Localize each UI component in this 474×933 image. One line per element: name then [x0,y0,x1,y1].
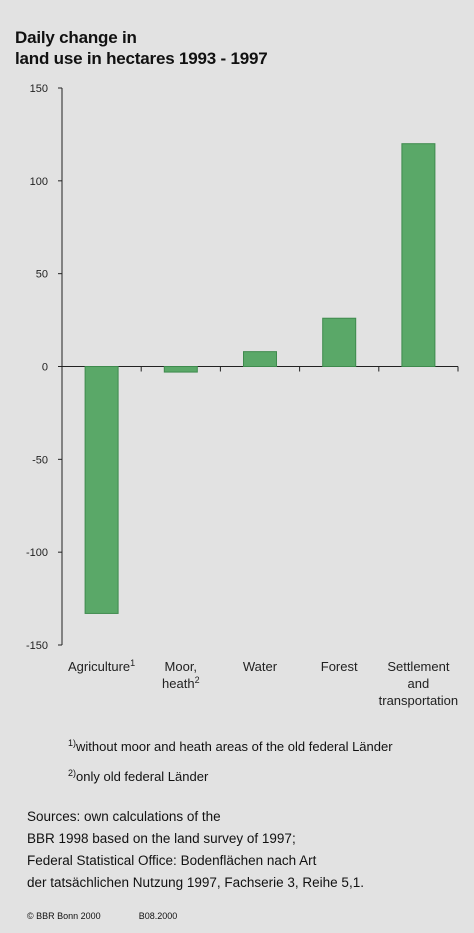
y-tick-label: -150 [26,640,48,652]
y-tick-label: -100 [26,547,48,559]
figure-code: B08.2000 [138,911,178,921]
credit: © BBR Bonn 2000 B08.2000 [27,911,177,921]
sources-line-3: Federal Statistical Office: Bodenflächen… [27,853,317,868]
chart-title-line-2: land use in hectares 1993 - 1997 [15,49,268,68]
y-tick-label: 50 [36,269,48,281]
category-label: Forest [321,659,358,674]
category-label: heath2 [162,675,200,691]
chart-title-line-1: Daily change in [15,28,137,47]
y-tick-label: 0 [42,362,48,374]
category-label: Water [243,659,278,674]
category-label: and [408,676,430,691]
chart-title: Daily change in land use in hectares 199… [15,27,268,69]
footnote-2: 2)only old federal Länder [68,760,393,790]
y-tick-label: 150 [30,83,48,95]
category-footnote-marker: 1 [130,658,135,668]
sources-line-4: der tatsächlichen Nutzung 1997, Fachseri… [27,875,364,890]
sources-line-2: BBR 1998 based on the land survey of 199… [27,831,296,846]
footnote-1-text: without moor and heath areas of the old … [76,739,393,754]
y-tick-label: 100 [30,176,48,188]
bar [163,366,198,373]
bar-chart: 150 100 50 0 -50 -100 -150 Agriculture1 Moor,hea… [26,83,459,708]
bar [401,143,436,367]
bar [322,317,357,367]
category-label: Agriculture1 [68,658,135,674]
copyright-text: © BBR Bonn 2000 [27,911,101,921]
category-label: Settlement [387,659,450,674]
category-label: transportation [379,693,459,708]
footnote-1: 1)without moor and heath areas of the ol… [68,730,393,760]
bar [84,366,119,614]
footnote-2-marker: 2) [68,768,77,778]
sources: Sources: own calculations of the BBR 199… [27,806,364,894]
footnote-2-text: only old federal Länder [76,769,209,784]
footnotes: 1)without moor and heath areas of the ol… [68,730,393,790]
y-tick-label: -50 [32,454,48,466]
sources-line-1: Sources: own calculations of the [27,809,221,824]
category-footnote-marker: 2 [195,675,200,685]
category-label: Moor, [165,659,198,674]
bar [243,351,277,368]
footnote-1-marker: 1) [68,738,77,748]
